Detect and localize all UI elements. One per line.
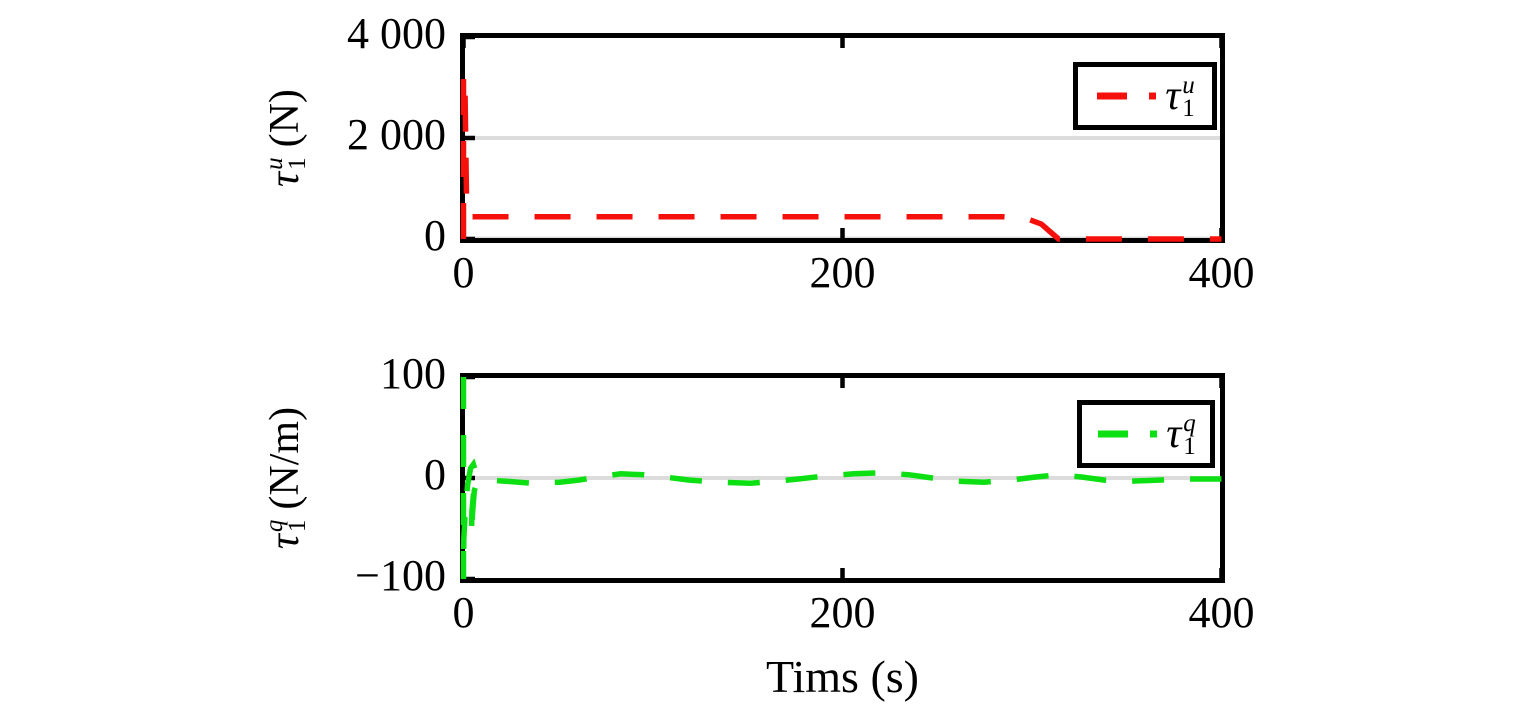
x-tick-label: 400 bbox=[1188, 588, 1255, 637]
tau-symbol: τ bbox=[1166, 411, 1182, 457]
tau-subscript: 1 bbox=[1183, 433, 1196, 460]
y-tick-label: 2 000 bbox=[347, 110, 446, 159]
x-tick-label: 200 bbox=[809, 588, 876, 637]
y-tick-label: 0 bbox=[424, 211, 446, 260]
x-tick-label: 200 bbox=[809, 248, 876, 297]
bottom-chart: τ q 1 (N/m) τ q 1 0 200 400 −100 0 100 bbox=[261, 349, 1255, 637]
legend-label: τ u 1 bbox=[1165, 72, 1195, 122]
y-tick-label: 4 000 bbox=[347, 9, 446, 58]
tau-scripts: q 1 bbox=[1183, 410, 1196, 460]
x-tick-label: 0 bbox=[452, 248, 475, 297]
tau-superscript: q bbox=[1183, 410, 1196, 437]
y-tick-label: −100 bbox=[355, 551, 446, 600]
legend-label: τ q 1 bbox=[1166, 410, 1196, 460]
y-tick-label: 0 bbox=[424, 450, 446, 499]
tau-symbol: τ bbox=[262, 534, 308, 550]
red-dashed-line-sample bbox=[1097, 92, 1158, 100]
tau-subscript: 1 bbox=[1182, 95, 1195, 122]
y-tick-label: 100 bbox=[380, 349, 446, 398]
tau-superscript: u bbox=[1182, 72, 1195, 99]
series-tau_1_q bbox=[460, 377, 1222, 580]
green-dashed-line-sample bbox=[1098, 430, 1159, 438]
x-axis-label: Tims (s) bbox=[766, 651, 919, 702]
top-chart: τ u 1 (N) τ u 1 0 200 400 0 2 000 4 000 bbox=[261, 9, 1255, 297]
y-label-symbol: τ u 1 bbox=[261, 157, 311, 187]
tau-scripts: u 1 bbox=[1182, 72, 1195, 122]
tau-subscript: 1 bbox=[284, 519, 311, 533]
top-chart-legend: τ u 1 bbox=[1073, 62, 1217, 130]
tau-symbol: τ bbox=[262, 171, 308, 187]
bottom-chart-plot-area bbox=[460, 373, 1225, 583]
x-tick-label: 400 bbox=[1188, 248, 1255, 297]
series-tau_1_u bbox=[460, 72, 1222, 242]
tau-symbol: τ bbox=[1165, 73, 1181, 119]
x-tick-label: 0 bbox=[452, 588, 475, 637]
bottom-chart-legend: τ q 1 bbox=[1077, 400, 1215, 468]
tau-scripts: q 1 bbox=[261, 519, 311, 533]
tau-superscript: q bbox=[261, 519, 288, 533]
top-chart-plot-area bbox=[460, 33, 1225, 243]
y-label-symbol: τ q 1 bbox=[261, 519, 311, 550]
